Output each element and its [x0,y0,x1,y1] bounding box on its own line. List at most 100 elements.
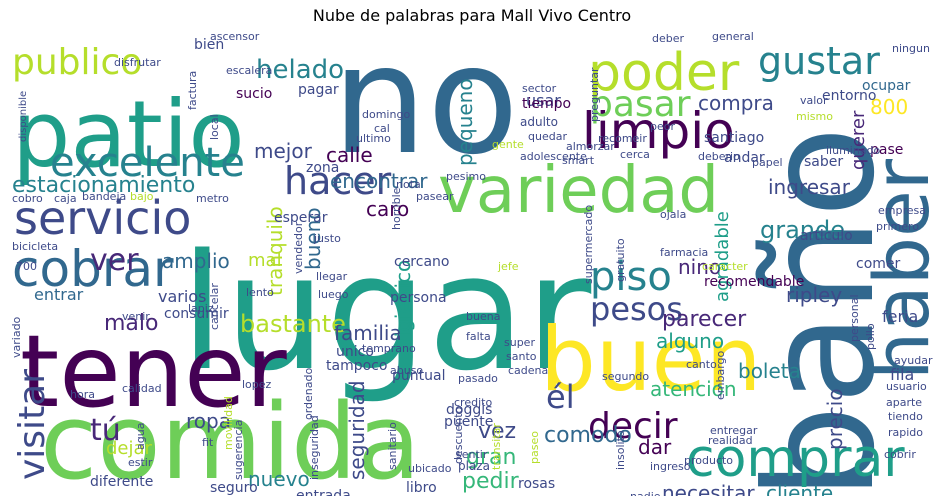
cloud-word: dar [638,435,672,459]
cloud-word: seguro [210,480,258,496]
cloud-word: sugerencia [232,420,245,480]
cloud-word: grande [760,216,845,244]
cloud-word: variedad [438,154,719,228]
cloud-word: 800 [870,95,908,119]
cloud-word: gente [492,138,524,151]
cloud-word: baño [734,126,908,496]
cloud-word: patio [12,81,245,188]
cloud-word: amplio [162,249,230,273]
cloud-word: justo [313,232,341,245]
cloud-word: farmacia [660,246,708,259]
cloud-word: ocupar [862,78,911,94]
cloud-word: tiempo [522,96,571,112]
cloud-word: fit [202,436,214,449]
cloud-word: factura [186,71,199,110]
cloud-word: tener [20,313,288,430]
cloud-word: diferente [90,474,153,490]
cloud-word: bien [194,37,224,53]
cloud-word: visitar [12,369,53,480]
cloud-word: peor [650,120,675,133]
cloud-word: comer [856,256,901,272]
cloud-word: cobrir [884,448,916,461]
cloud-word: jefe [497,260,519,273]
cloud-word: usuario [886,380,927,393]
cloud-word: necesitar [662,481,755,496]
cloud-word: ubicado [408,462,452,475]
cloud-word: estir [128,456,153,469]
cloud-word: metro [196,192,229,205]
cloud-word: deberio [698,150,740,163]
cloud-word: variado [10,316,23,358]
cloud-word: hora [70,388,95,401]
cloud-word: sucio [236,86,272,102]
cloud-word: ningun [892,42,930,55]
cloud-word: buena [466,310,500,323]
cloud-word: santo [506,350,537,363]
cloud-word: ojala [660,208,686,221]
cloud-word: cadena [508,364,548,377]
cloud-word: ingreso [650,460,691,473]
cloud-word: disfrutar [114,56,161,69]
cloud-word: consumir [164,306,229,322]
cloud-word: embargo [714,350,727,400]
cloud-word: precio [823,388,847,450]
cloud-word: piso [590,254,672,300]
cloud-word: domingo [362,108,410,121]
cloud-word: lugar [180,219,591,406]
cloud-word: aparte [886,396,922,409]
cloud-word: usar [526,91,561,110]
cloud-word: sanitario [386,422,399,470]
cloud-word: servicio [14,191,191,245]
cloud-word: cobrar [12,240,174,298]
cloud-word: local [208,114,221,140]
cloud-word: unico [336,344,374,360]
cloud-word: super [504,336,535,349]
cloud-word: ascensor [210,30,260,43]
cloud-word: llegar [316,270,348,283]
cloud-word: pedir [462,469,520,494]
cloud-word: general [712,30,754,43]
cloud-word: caracter [702,260,748,273]
cloud-word: andar [724,150,765,166]
cloud-word: comodo [544,423,632,448]
cloud-word: vendedor [292,221,305,274]
cloud-word: cal [374,122,390,135]
cloud-word: canto [686,358,717,371]
cloud-word: 700 [16,260,37,273]
cloud-word: haber [857,158,934,380]
cloud-word: gratuito [614,238,627,282]
cloud-word: querer [848,110,869,170]
cloud-word: mal [248,250,282,271]
cloud-word: feria [882,307,918,326]
cloud-word: esperar [274,210,328,226]
cloud-word: empresa [878,204,926,217]
cloud-word: mismo [796,110,833,123]
cloud-word: compra [698,91,774,115]
cloud-word: calidad [122,382,162,395]
cloud-word: tú [90,413,121,448]
cloud-word: excelente [50,140,245,186]
cloud-word: credito [454,396,492,409]
cloud-word: personal [848,294,861,342]
cloud-word: disponible [18,91,29,142]
cloud-word: venir [122,310,150,323]
cloud-word: hacer [284,159,392,203]
cloud-word: caja [54,192,77,205]
cloud-word: boleta [738,359,801,383]
cloud-word: vez [478,419,516,444]
cloud-word: recomendable [704,274,804,290]
cloud-word: papel [752,156,783,169]
cloud-word: ropa [186,409,231,433]
cloud-word: libro [406,480,437,496]
cloud-word: producto [684,454,733,467]
cloud-word: sector [522,82,557,95]
cloud-word: varios [158,287,206,306]
cloud-word: pasar [590,84,691,125]
cloud-word: almorzar [566,140,615,153]
cloud-word: puntual [392,368,445,384]
cloud-word: iluminado [826,144,881,157]
cloud-word: publico [12,42,142,83]
cloud-word: estacionamiento [12,173,195,198]
cloud-word: supermercado [582,205,595,284]
